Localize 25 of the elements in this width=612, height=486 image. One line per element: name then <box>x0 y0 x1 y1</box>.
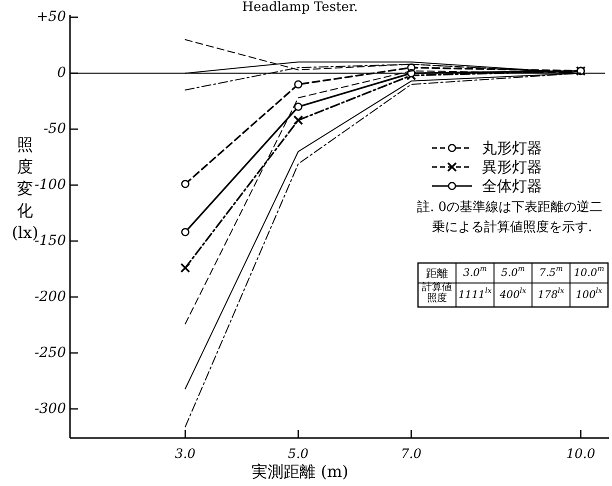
x-axis-title: 実測距離 (m) <box>252 462 348 481</box>
annotation: 5.0$^{m}$ <box>501 264 525 279</box>
y-tick-label: -200 <box>34 289 66 305</box>
annotation: 400$^{lx}$ <box>498 286 528 301</box>
legend-label: 異形灯器 <box>482 158 542 176</box>
annotation: 100$^{lx}$ <box>576 286 604 301</box>
x-tick-label: 3.0 <box>174 447 196 462</box>
annotation: 距離 <box>426 266 448 280</box>
annotation: 178$^{lx}$ <box>538 286 566 301</box>
annotation: 1111$^{lx}$ <box>458 286 492 301</box>
y-tick-label: +50 <box>36 9 66 26</box>
x-tick-label: 7.0 <box>400 447 422 462</box>
y-tick-label: -250 <box>34 344 66 361</box>
y-tick-label: 0 <box>57 65 66 82</box>
x-tick-label: 5.0 <box>288 447 309 462</box>
annotation: 註. 0の基準線は下表距離の逆二乗による計算値照度を示す. <box>417 200 603 235</box>
legend-label: 全体灯器 <box>482 177 542 195</box>
chart-title: Headlamp Tester. <box>242 0 358 15</box>
legend-label: 丸形灯器 <box>482 139 542 157</box>
annotation: 7.5$^{m}$ <box>539 264 563 279</box>
x-tick-label: 10.0 <box>566 447 596 462</box>
y-tick-label: -50 <box>43 121 66 138</box>
y-tick-label: -300 <box>34 400 66 417</box>
annotation: 10.0$^{m}$ <box>574 264 604 279</box>
annotation: 3.0$^{m}$ <box>463 264 487 279</box>
